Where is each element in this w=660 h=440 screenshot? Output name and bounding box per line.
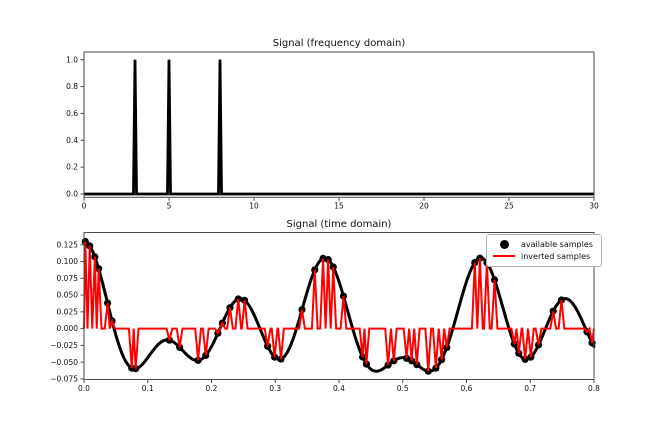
time-y-tick-label: −0.050 <box>50 358 78 367</box>
time-x-tick-label: 0.0 <box>78 384 90 393</box>
time-x-tick-label: 0.3 <box>269 384 281 393</box>
available-samples-marker-icon <box>493 239 515 249</box>
inverted-samples-marker-icon <box>493 254 515 258</box>
time-plot-title: Signal (time domain) <box>286 219 392 230</box>
inverted-samples-line <box>83 241 595 372</box>
freq-x-tick-label: 0 <box>82 201 87 210</box>
time-x-tick-label: 0.4 <box>333 384 345 393</box>
legend: available samples inverted samples <box>486 234 602 267</box>
time-x-tick-label: 0.1 <box>142 384 154 393</box>
time-y-tick-label: 0.075 <box>57 274 79 283</box>
time-x-tick-label: 0.2 <box>206 384 218 393</box>
time-y-tick-label: −0.025 <box>50 341 78 350</box>
time-y-tick-label: 0.125 <box>57 240 79 249</box>
freq-x-tick-label: 15 <box>334 201 344 210</box>
legend-entry-inverted-samples: inverted samples <box>493 250 593 262</box>
time-x-tick-label: 0.5 <box>397 384 409 393</box>
freq-y-tick-label: 0.6 <box>66 109 78 118</box>
freq-y-tick-label: 0.2 <box>66 163 78 172</box>
time-y-tick-label: 0.050 <box>57 291 79 300</box>
freq-y-tick-label: 1.0 <box>66 55 78 64</box>
freq-plot-title: Signal (frequency domain) <box>272 38 406 49</box>
freq-signal-line <box>84 59 594 196</box>
freq-x-tick-label: 30 <box>589 201 599 210</box>
time-y-tick-label: 0.100 <box>57 257 79 266</box>
time-x-tick-label: 0.6 <box>461 384 473 393</box>
freq-y-tick-label: 0.0 <box>66 190 78 199</box>
time-y-tick-label: 0.000 <box>57 324 79 333</box>
time-y-tick-label: −0.075 <box>50 375 78 384</box>
legend-entry-available-samples: available samples <box>493 238 593 250</box>
time-x-tick-label: 0.8 <box>588 384 600 393</box>
time-x-tick-label: 0.7 <box>524 384 536 393</box>
freq-x-tick-label: 20 <box>419 201 429 210</box>
freq-x-tick-label: 5 <box>167 201 172 210</box>
freq-axes-frame <box>83 51 595 198</box>
freq-y-tick-label: 0.8 <box>66 82 78 91</box>
legend-label-available-samples: available samples <box>521 239 593 249</box>
freq-x-tick-label: 10 <box>249 201 259 210</box>
legend-label-inverted-samples: inverted samples <box>521 251 591 261</box>
freq-x-tick-label: 25 <box>504 201 514 210</box>
time-y-tick-label: 0.025 <box>57 307 79 316</box>
freq-y-tick-label: 0.4 <box>66 136 78 145</box>
